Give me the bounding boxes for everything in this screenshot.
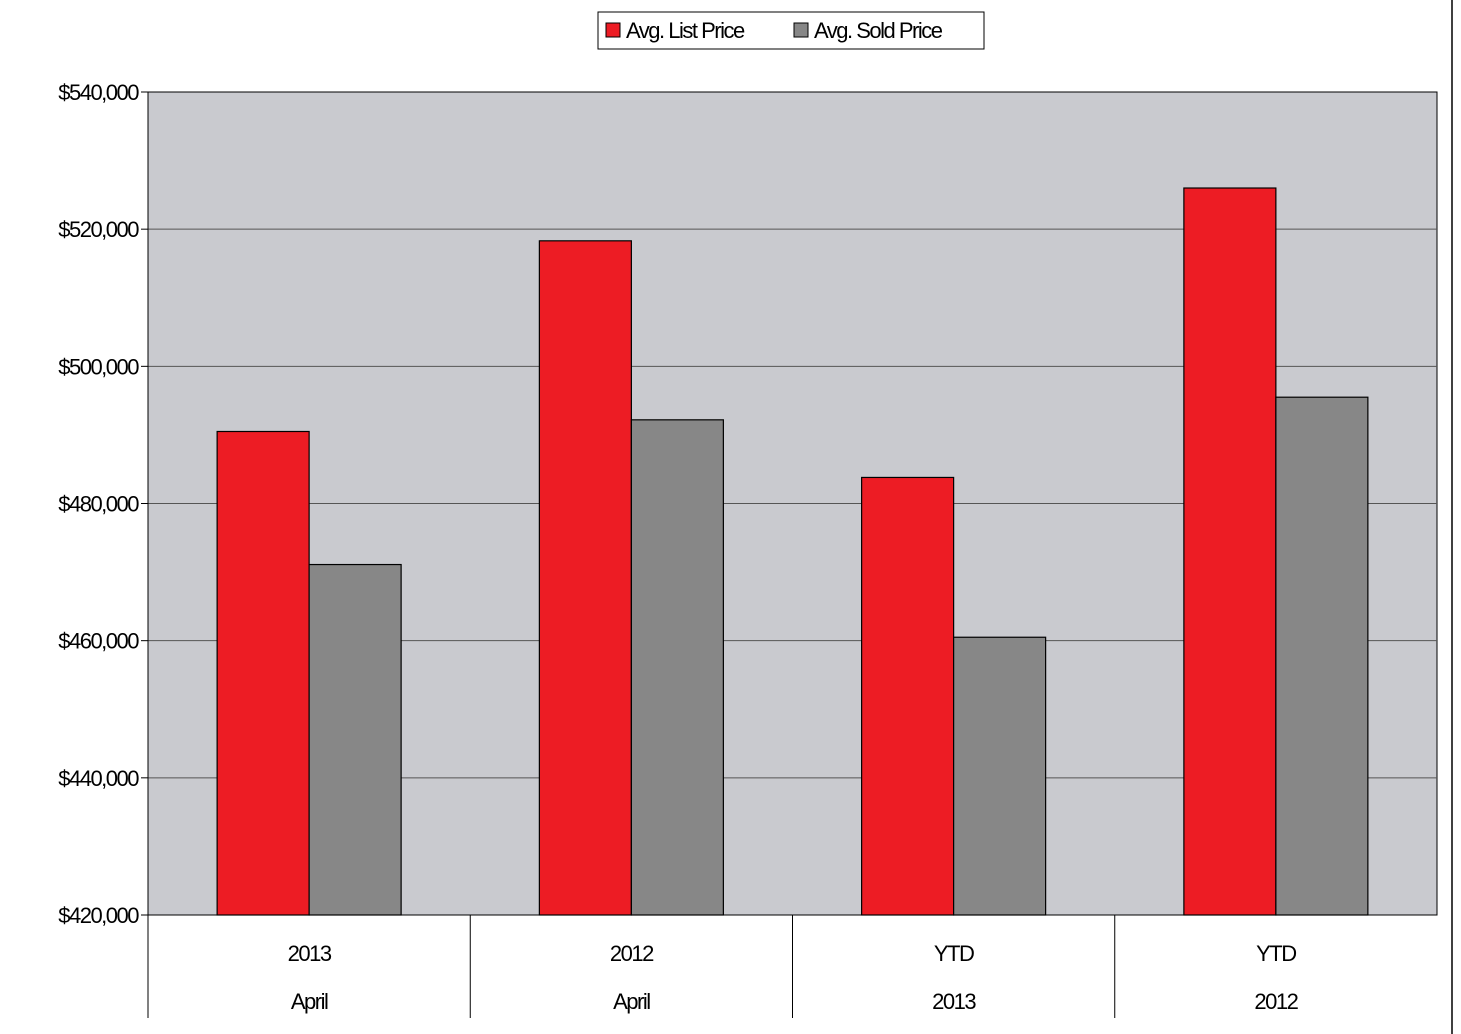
bar-avg-sold-price — [1275, 396, 1369, 916]
x-category-label-bottom: April — [291, 989, 328, 1014]
bar-avg-sold-price — [630, 419, 724, 916]
y-tick-label: $460,000 — [58, 629, 139, 654]
x-category-label-bottom: 2013 — [932, 989, 976, 1014]
bars — [216, 187, 1369, 916]
x-category-label-top: 2013 — [288, 941, 332, 966]
bar-avg-list-price — [216, 430, 310, 916]
legend-swatch-list-price — [605, 22, 621, 38]
y-tick-label: $480,000 — [58, 492, 139, 517]
y-tick-label: $440,000 — [58, 766, 139, 791]
y-tick-label: $540,000 — [58, 80, 139, 105]
legend-box — [597, 11, 985, 50]
y-tick-label: $420,000 — [58, 903, 139, 928]
x-category-label-bottom: April — [613, 989, 650, 1014]
legend-swatch-sold-price — [793, 22, 809, 38]
legend: Avg. List Price Avg. Sold Price — [597, 11, 985, 50]
y-axis-ticks: $420,000 $440,000 $460,000 $480,000 $500,000… — [58, 80, 148, 928]
bar-avg-list-price — [538, 240, 632, 916]
legend-label-list-price: Avg. List Price — [626, 18, 745, 43]
y-tick-label: $520,000 — [58, 217, 139, 242]
bar-avg-list-price — [861, 476, 955, 916]
x-axis: 2013 April 2012 April YTD 2013 YTD 2012 — [288, 915, 1300, 1018]
x-category-label-bottom: 2012 — [1254, 989, 1298, 1014]
legend-label-sold-price: Avg. Sold Price — [814, 18, 943, 43]
x-category-label-top: YTD — [1256, 941, 1296, 966]
x-category-label-top: 2012 — [610, 941, 654, 966]
bar-avg-sold-price — [308, 563, 402, 916]
x-category-label-top: YTD — [934, 941, 974, 966]
bar-avg-sold-price — [953, 636, 1047, 916]
bar-avg-list-price — [1183, 187, 1277, 916]
y-tick-label: $500,000 — [58, 354, 139, 379]
